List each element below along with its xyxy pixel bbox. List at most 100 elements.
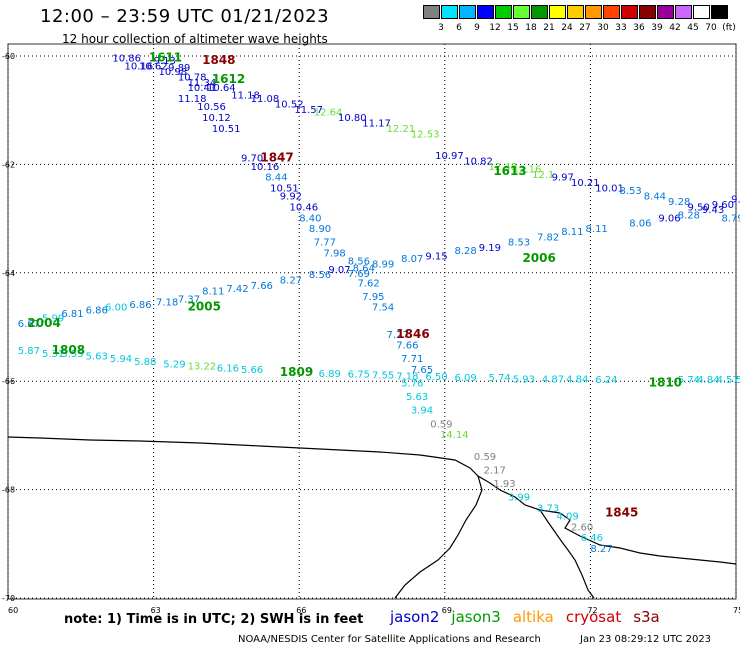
lat-tick-label: -68 [2,486,15,495]
swh-label: 8.07 [401,254,423,265]
swh-label: 12.64 [314,108,343,119]
swh-label: 11.18 [231,90,260,101]
scale-swatch [477,5,494,19]
pass-label: 1613 [493,164,526,178]
swh-label: 9.19 [479,243,501,254]
pass-label: 1809 [280,365,313,379]
scale-swatch [585,5,602,19]
swh-label: 6.67 [18,319,40,330]
pass-number-labels: 1611 1848 1612 1847 1613 2006 2005 2004 1846 1808… [27,50,682,519]
scale-label: 30 [597,23,609,33]
swh-label: 7.69 [348,269,370,280]
swh-label: 8.40 [299,213,321,224]
swh-label: 7.95 [362,292,384,303]
swh-label: 8.64 [353,264,375,275]
swh-label: 10.46 [289,202,318,213]
swh-label: 12.21 [387,124,416,135]
map-frame [7,43,737,600]
swh-label: 8.56 [348,257,370,268]
swh-label: 7.27 [387,330,409,341]
swh-label: 8.79 [721,213,740,224]
lat-tick-label: -70 [2,594,15,603]
scale-label: 21 [543,23,555,33]
swh-label: 5.94 [110,354,132,365]
swh-label: 5.76 [401,379,423,390]
swh-label: 9.50 [687,202,709,213]
swh-label: 9.97 [552,173,574,184]
pass-label: 2004 [27,316,60,330]
swh-label: 8.28 [455,246,477,257]
swh-label: 12.16 [513,165,542,176]
satellite-legend-item: jason3 [451,608,501,626]
swh-label: 6.09 [455,373,477,384]
swh-label: 10.16 [124,62,153,73]
swh-label: 8.44 [644,192,666,203]
scale-swatch [567,5,584,19]
swh-label: 9.70 [241,154,263,165]
swh-label: 6.86 [86,305,108,316]
lon-tick-label: 69 [442,606,452,615]
pass-label: 1847 [260,151,293,165]
swh-label: 5.93 [513,374,535,385]
swh-label: 9.21 [731,194,740,205]
swh-label: 8.11 [586,224,608,235]
swh-label: 10.52 [275,99,304,110]
scale-label: 42 [669,23,681,33]
pass-label: 1612 [212,72,245,86]
swh-label: 1.93 [493,479,515,490]
swh-label: 7.55 [372,370,394,381]
swh-label: 8.56 [309,270,331,281]
swh-label: 5.87 [18,346,40,357]
swh-label: 11.57 [294,105,323,116]
swh-label: 8.06 [629,219,651,230]
swh-label: 5.29 [163,360,185,371]
swh-label: 4.57 [717,375,739,386]
lon-tick-label: 63 [151,606,161,615]
swh-label: 5.31 [42,349,64,360]
swh-label: 3.94 [411,406,433,417]
swh-label: 6.81 [61,309,83,320]
swh-label: 2.17 [484,465,506,476]
antarctic-coastline [7,436,737,565]
scale-swatch [657,5,674,19]
scale-swatch [603,5,620,19]
swh-label: 0.59 [430,419,452,430]
swh-label: 10.01 [595,184,624,195]
pass-label: 1845 [605,506,638,520]
lon-tick-label: 72 [587,606,597,615]
swh-label: 7.82 [537,232,559,243]
swh-label: 7.18 [396,372,418,383]
swh-label: 7.71 [401,354,423,365]
scale-label: 70 [705,23,717,33]
swh-label: 12.53 [411,129,440,140]
pass-label: 2005 [188,300,221,314]
scale-label: 18 [525,23,537,33]
swh-label: 6.16 [217,363,239,374]
scale-swatch [711,5,728,19]
pass-label: 1808 [52,343,85,357]
swh-label: 9.89 [168,63,190,74]
swh-label: 7.62 [357,278,379,289]
swh-label: 6.89 [319,369,341,380]
scale-label: 45 [687,23,699,33]
swh-label: 11.34 [188,78,217,89]
scale-label: 27 [579,23,591,33]
swh-label: 7.42 [226,284,248,295]
swh-label: 8.27 [590,544,612,555]
swh-label: 9.06 [658,213,680,224]
swh-label: 6.50 [425,372,447,383]
swh-label: 7.66 [251,281,273,292]
swh-label: 4.84 [697,375,719,386]
swh-label: 8.90 [309,224,331,235]
swh-label: 9.92 [280,192,302,203]
swh-label: 12.48 [488,162,517,173]
scale-swatch [531,5,548,19]
scale-label: (ft) [722,23,736,33]
swh-label: 10.51 [212,124,241,135]
swh-label: 10.16 [251,162,280,173]
swh-label: 10.41 [188,83,217,94]
swh-label: 7.54 [372,303,394,314]
swh-label: 6.00 [105,303,127,314]
scale-swatch [693,5,710,19]
